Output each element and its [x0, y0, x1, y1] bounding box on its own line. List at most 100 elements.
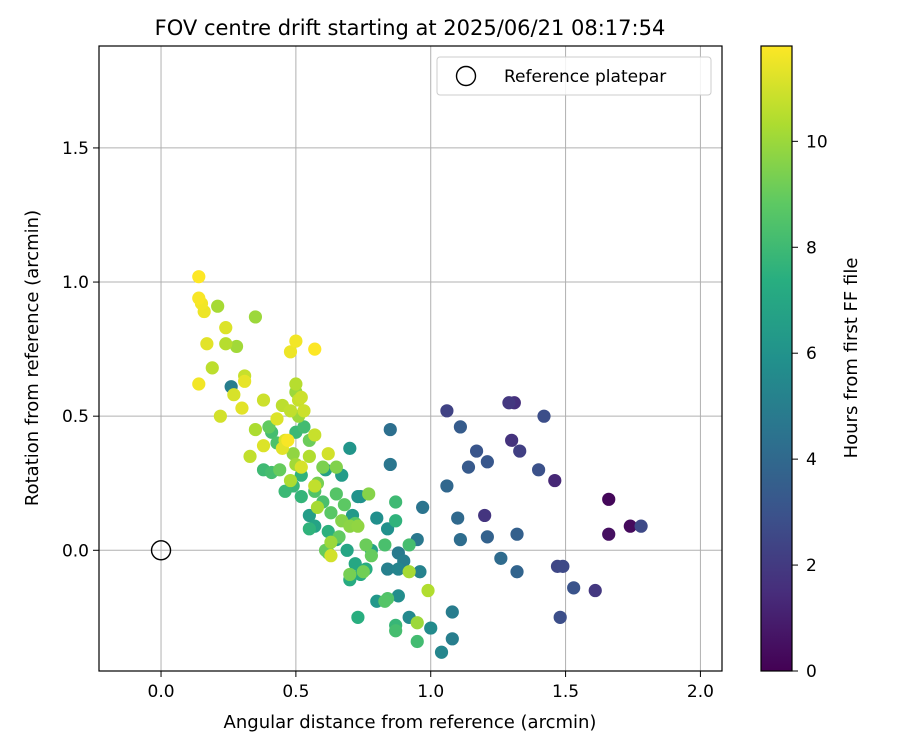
data-points [192, 270, 648, 659]
reference-point-marker [150, 540, 172, 561]
data-point [273, 463, 287, 477]
data-point [302, 449, 316, 464]
data-point [213, 409, 227, 423]
data-point [391, 562, 405, 576]
data-point [302, 508, 316, 523]
data-point [294, 460, 308, 474]
data-point [362, 487, 376, 501]
plot-frame [98, 45, 723, 672]
y-axis-ticks: 0.0 0.5 1.0 1.5 [62, 139, 99, 561]
data-point [402, 565, 416, 579]
data-point [321, 524, 335, 539]
data-point [270, 412, 284, 426]
data-point [453, 420, 467, 434]
data-point [200, 337, 214, 351]
data-point [329, 460, 343, 474]
data-point [356, 565, 370, 579]
data-point [343, 567, 357, 582]
data-point [289, 334, 303, 348]
reference-marker-layer [150, 540, 172, 561]
data-point [351, 519, 365, 533]
data-point [461, 460, 476, 474]
data-point [262, 420, 276, 434]
data-point [227, 388, 241, 402]
data-point [211, 299, 225, 313]
colorbar-tick-label: 2 [806, 556, 817, 576]
data-point [294, 490, 308, 504]
data-point [235, 401, 249, 415]
data-point [548, 473, 562, 488]
colorbar: 0 2 4 6 8 10 Hours from first FF file [760, 45, 862, 682]
data-point [440, 479, 454, 493]
data-point [324, 506, 338, 520]
x-axis-ticks: 0.0 0.5 1.0 1.5 2.0 [148, 671, 714, 702]
x-tick-label: 2.0 [687, 682, 714, 702]
data-point [297, 420, 311, 434]
data-point [283, 473, 298, 488]
data-point [370, 511, 384, 525]
colorbar-tick-label: 8 [806, 238, 817, 258]
data-point [192, 291, 206, 305]
data-point [283, 345, 298, 359]
data-point [510, 565, 524, 579]
data-point [383, 457, 397, 472]
colorbar-tick-label: 10 [806, 132, 828, 152]
data-point [256, 393, 271, 407]
data-point [502, 396, 516, 410]
data-point [389, 495, 403, 509]
data-point [602, 492, 616, 506]
data-point [510, 527, 524, 541]
data-point [480, 455, 494, 469]
data-point [424, 621, 438, 635]
data-point [192, 377, 206, 391]
data-point [308, 479, 322, 493]
data-point [310, 500, 325, 514]
data-point [316, 460, 330, 474]
data-point [416, 500, 430, 514]
data-point [337, 498, 352, 512]
data-point [410, 616, 424, 630]
y-tick-label: 1.0 [62, 273, 89, 293]
data-point [256, 439, 271, 453]
data-point [445, 605, 459, 619]
data-point [378, 538, 392, 552]
data-point [321, 447, 335, 461]
data-point [351, 610, 365, 624]
data-point [402, 538, 416, 552]
data-point [553, 610, 567, 624]
colorbar-gradient [761, 46, 792, 671]
data-point [567, 581, 581, 595]
x-tick-label: 1.5 [552, 682, 579, 702]
data-point [308, 428, 322, 442]
data-point [229, 339, 244, 354]
y-axis-title: Rotation from reference (arcmin) [22, 210, 43, 506]
data-point [389, 624, 403, 638]
data-point [343, 441, 357, 455]
chart-title: FOV centre drift starting at 2025/06/21 … [155, 16, 666, 40]
data-point [623, 519, 637, 533]
data-point [238, 374, 252, 388]
data-point [469, 444, 484, 458]
data-point [302, 522, 316, 536]
data-point [281, 433, 295, 447]
data-point [445, 632, 459, 646]
data-point [410, 634, 424, 649]
data-point [602, 527, 616, 541]
data-point [351, 490, 365, 504]
data-point [297, 404, 311, 418]
x-tick-label: 0.0 [148, 682, 175, 702]
colorbar-tick-label: 4 [806, 450, 817, 470]
data-point [513, 444, 527, 458]
legend-box [436, 56, 712, 96]
legend-reference-icon [455, 65, 477, 87]
data-point [421, 583, 435, 598]
data-point [359, 538, 373, 552]
data-point [378, 594, 392, 608]
data-point [205, 361, 219, 375]
colorbar-frame [760, 45, 793, 672]
data-point [391, 589, 405, 603]
data-point [588, 583, 602, 598]
data-point [294, 390, 308, 404]
colorbar-label: Hours from first FF file [841, 258, 862, 459]
